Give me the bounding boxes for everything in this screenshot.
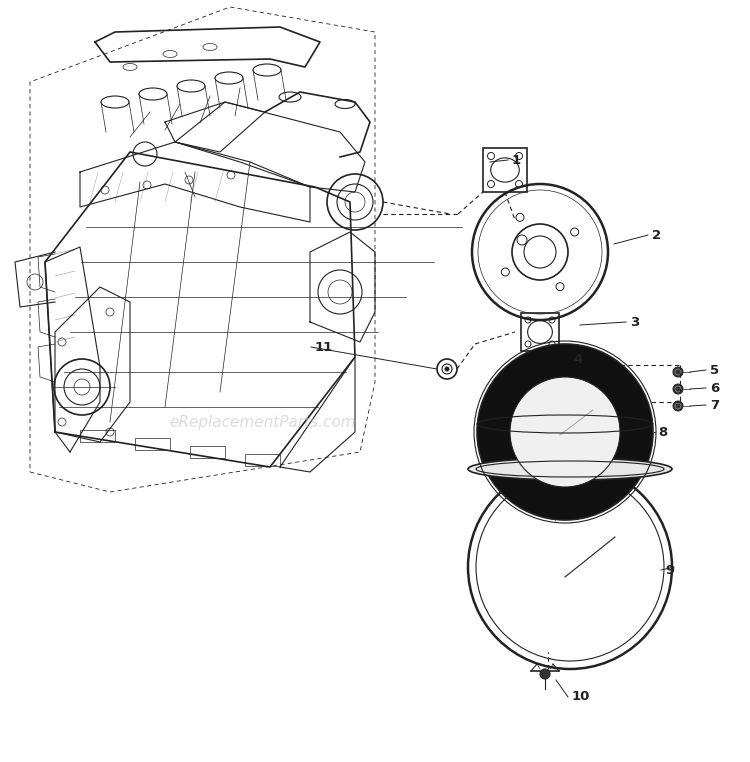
Circle shape	[673, 401, 683, 411]
Circle shape	[673, 367, 683, 377]
Text: 7: 7	[710, 399, 719, 411]
Circle shape	[524, 361, 536, 373]
Bar	[245, 454, 280, 466]
Text: 9: 9	[665, 564, 674, 577]
Bar	[483, 148, 527, 192]
Ellipse shape	[468, 458, 672, 480]
Circle shape	[445, 367, 449, 372]
Text: 3: 3	[630, 315, 639, 328]
Text: 4: 4	[573, 353, 582, 366]
Circle shape	[540, 669, 550, 679]
Text: 8: 8	[658, 425, 668, 438]
Text: 1: 1	[512, 153, 521, 167]
Bar	[80, 430, 115, 442]
Circle shape	[673, 384, 683, 394]
Bar	[135, 438, 170, 450]
Circle shape	[477, 344, 653, 520]
Bar	[190, 446, 225, 458]
Bar	[521, 313, 559, 351]
Text: 11: 11	[315, 341, 333, 354]
Text: 10: 10	[572, 690, 590, 703]
Text: eReplacementParts.com: eReplacementParts.com	[170, 415, 356, 431]
Text: 5: 5	[710, 363, 719, 376]
Text: 2: 2	[652, 229, 661, 242]
Circle shape	[510, 377, 620, 487]
Text: 6: 6	[710, 382, 719, 395]
